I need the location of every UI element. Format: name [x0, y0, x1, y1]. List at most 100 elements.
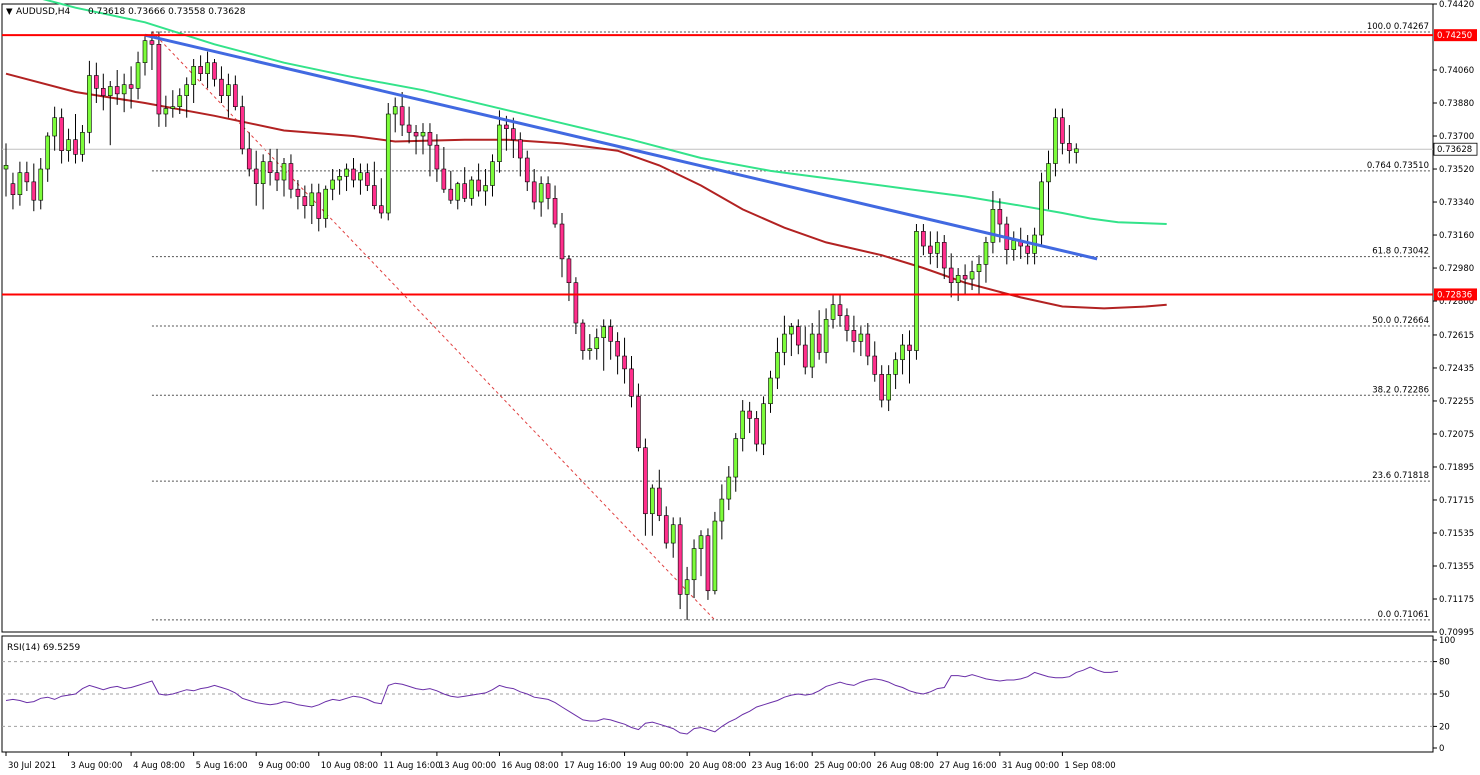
time-tick-label: 3 Aug 00:00 [71, 761, 123, 771]
candle-body [469, 179, 474, 199]
candle-body [114, 86, 120, 95]
candle-body [24, 172, 30, 183]
last-price-tag-label: 0.73628 [1437, 145, 1472, 155]
candle-body [483, 185, 488, 192]
candle-body [462, 183, 468, 199]
last-price-tag [1433, 142, 1478, 156]
rsi-tick-label: 0 [1439, 744, 1444, 754]
time-tick-label: 1 Sep 08:00 [1064, 761, 1115, 771]
candle-body [177, 95, 183, 107]
candle-body [948, 267, 954, 284]
candle-body [754, 418, 759, 445]
horizontal-level-tag [1434, 288, 1477, 301]
candle-body [802, 344, 808, 368]
candle-body [1039, 181, 1044, 236]
price-tick-label: 0.71715 [1439, 496, 1474, 506]
candle-body [212, 62, 217, 80]
time-tick-label: 11 Aug 16:00 [383, 761, 440, 771]
rsi-panel[interactable] [1, 635, 1434, 753]
candle-body [219, 78, 224, 96]
candle-body [434, 144, 440, 170]
candle-body [670, 524, 676, 544]
main-price-panel[interactable]: 100.0 0.74267 0.764 0.73510 61.8 0.73042 50… [1, 0, 1434, 633]
fib-anchor-line [151, 31, 716, 621]
candle-body [531, 181, 537, 203]
candle-body [941, 242, 947, 269]
rsi-title: RSI(14) 69.5259 [7, 643, 80, 653]
candle-body [240, 106, 245, 150]
rsi-tick-label: 100 [1439, 636, 1455, 646]
price-tick-label: 0.72615 [1439, 331, 1474, 341]
candle-body [274, 172, 280, 181]
price-tick-label: 0.74060 [1439, 66, 1474, 76]
rsi-tick-label: 80 [1439, 658, 1450, 668]
candle-body [629, 368, 634, 397]
candle-body [198, 66, 203, 74]
candle-body [837, 304, 843, 317]
axes: 0.74420 0.74060 0.73880 0.73700 0.73520 0.733… [5, 0, 1478, 771]
candle-body [413, 132, 419, 137]
candle-body [663, 515, 669, 544]
time-tick-label: 4 Aug 08:00 [133, 761, 185, 771]
candle-body [517, 139, 523, 159]
candle-body [406, 124, 412, 133]
candle-body [80, 132, 85, 155]
price-tick-label: 0.70995 [1439, 628, 1474, 638]
candle-body [455, 183, 461, 201]
time-tick-label: 26 Aug 08:00 [877, 761, 934, 771]
candle-body [1025, 245, 1030, 254]
candle-body [385, 113, 391, 214]
candle-body [615, 341, 620, 357]
time-tick-label: 10 Aug 08:00 [321, 761, 378, 771]
candle-body [747, 410, 752, 419]
candle-body [990, 209, 996, 243]
candle-body [636, 396, 641, 449]
candle-body [893, 359, 898, 375]
price-tick-label: 0.73880 [1439, 99, 1474, 109]
candle-body [45, 135, 51, 170]
candle-body [997, 209, 1003, 225]
time-tick-label: 27 Aug 16:00 [939, 761, 996, 771]
candle-body [184, 84, 189, 96]
candle-body [976, 264, 982, 273]
time-tick-label: 16 Aug 08:00 [501, 761, 558, 771]
candle-body [399, 106, 405, 126]
candle-body [253, 168, 259, 184]
candle-body [587, 348, 593, 351]
candle-body [594, 337, 600, 350]
price-tick-label: 0.73700 [1439, 132, 1474, 142]
candle-body [886, 374, 891, 401]
candle-body [142, 40, 148, 63]
candle-body [733, 438, 739, 478]
candle-body [775, 352, 780, 379]
candle-body [768, 377, 773, 405]
candle-body [38, 168, 44, 201]
candle-body [163, 108, 169, 115]
candle-body [538, 183, 544, 203]
candle-body [1067, 143, 1072, 151]
candle-body [622, 355, 627, 370]
candle-body [94, 75, 99, 89]
candle-body [580, 322, 586, 351]
fib-level-label: 0.0 0.71061 [1378, 610, 1429, 620]
candle-body [934, 242, 940, 254]
horizontal-level-tag [1434, 29, 1477, 42]
candle-body [816, 333, 822, 353]
candle-body [476, 179, 481, 192]
fib-level-label: 38.2 0.72286 [1372, 385, 1429, 395]
candle-body [740, 410, 746, 439]
candle-body [323, 188, 329, 219]
candle-body [573, 282, 579, 324]
header-dropdown-icon[interactable]: ▼ [6, 7, 13, 17]
blue-trendline [144, 33, 1098, 261]
candle-body [10, 183, 16, 195]
candle-body [344, 168, 349, 177]
candle-body [3, 165, 9, 170]
candle-body [865, 333, 871, 357]
candle-body [246, 148, 252, 170]
candle-body [1074, 148, 1079, 153]
candle-body [907, 344, 912, 351]
time-tick-label: 17 Aug 16:00 [564, 761, 621, 771]
candle-body [650, 487, 655, 515]
